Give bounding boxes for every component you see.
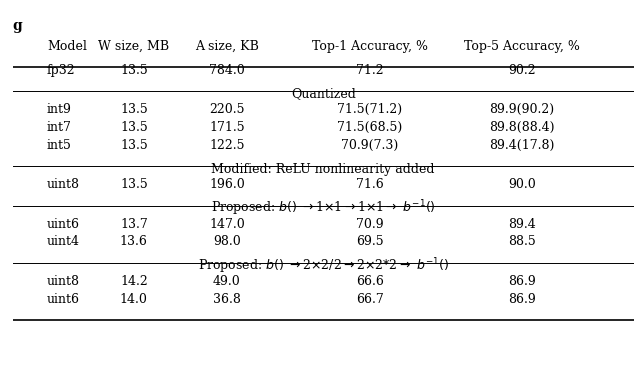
Text: uint4: uint4 <box>47 236 80 248</box>
Text: 71.2: 71.2 <box>356 64 383 77</box>
Text: 98.0: 98.0 <box>213 236 241 248</box>
Text: 13.7: 13.7 <box>120 217 148 231</box>
Text: 70.9(7.3): 70.9(7.3) <box>341 139 398 152</box>
Text: W size, MB: W size, MB <box>99 40 170 53</box>
Text: uint6: uint6 <box>47 293 80 306</box>
Text: 171.5: 171.5 <box>209 121 244 134</box>
Text: uint8: uint8 <box>47 178 80 191</box>
Text: int9: int9 <box>47 103 72 116</box>
Text: 90.2: 90.2 <box>508 64 536 77</box>
Text: 196.0: 196.0 <box>209 178 245 191</box>
Text: 784.0: 784.0 <box>209 64 245 77</box>
Text: 71.5(68.5): 71.5(68.5) <box>337 121 403 134</box>
Text: 88.5: 88.5 <box>508 236 536 248</box>
Text: 14.2: 14.2 <box>120 275 148 288</box>
Text: Top-1 Accuracy, %: Top-1 Accuracy, % <box>312 40 428 53</box>
Text: 86.9: 86.9 <box>508 275 536 288</box>
Text: 14.0: 14.0 <box>120 293 148 306</box>
Text: Top-5 Accuracy, %: Top-5 Accuracy, % <box>464 40 580 53</box>
Text: Proposed: $b()$ $\rightarrow$1$\times$1$\rightarrow$1$\times$1$\rightarrow$ $b^{: Proposed: $b()$ $\rightarrow$1$\times$1$… <box>211 199 436 218</box>
Text: 89.9(90.2): 89.9(90.2) <box>490 103 554 116</box>
Text: 147.0: 147.0 <box>209 217 245 231</box>
Text: 13.5: 13.5 <box>120 121 148 134</box>
Text: 49.0: 49.0 <box>213 275 241 288</box>
Text: int5: int5 <box>47 139 72 152</box>
Text: uint8: uint8 <box>47 275 80 288</box>
Text: 89.4: 89.4 <box>508 217 536 231</box>
Text: 70.9: 70.9 <box>356 217 383 231</box>
Text: 71.5(71.2): 71.5(71.2) <box>337 103 403 116</box>
Text: 71.6: 71.6 <box>356 178 383 191</box>
Text: 89.8(88.4): 89.8(88.4) <box>489 121 555 134</box>
Text: 122.5: 122.5 <box>209 139 244 152</box>
Text: uint6: uint6 <box>47 217 80 231</box>
Text: Modified: ReLU nonlinearity added: Modified: ReLU nonlinearity added <box>211 163 435 176</box>
Text: 90.0: 90.0 <box>508 178 536 191</box>
Text: 13.5: 13.5 <box>120 178 148 191</box>
Text: 220.5: 220.5 <box>209 103 244 116</box>
Text: 66.6: 66.6 <box>356 275 384 288</box>
Text: 13.6: 13.6 <box>120 236 148 248</box>
Text: 86.9: 86.9 <box>508 293 536 306</box>
Text: 89.4(17.8): 89.4(17.8) <box>489 139 554 152</box>
Text: A size, KB: A size, KB <box>195 40 259 53</box>
Text: int7: int7 <box>47 121 72 134</box>
Text: 13.5: 13.5 <box>120 139 148 152</box>
Text: 66.7: 66.7 <box>356 293 383 306</box>
Text: 36.8: 36.8 <box>213 293 241 306</box>
Text: 69.5: 69.5 <box>356 236 383 248</box>
Text: 13.5: 13.5 <box>120 64 148 77</box>
Text: Proposed: $b()$ $\rightarrow$2$\times$2/2$\rightarrow$2$\times$2*2$\rightarrow$ : Proposed: $b()$ $\rightarrow$2$\times$2/… <box>198 256 449 276</box>
Text: 13.5: 13.5 <box>120 103 148 116</box>
Text: fp32: fp32 <box>47 64 76 77</box>
Text: Quantized: Quantized <box>291 87 356 101</box>
Text: g: g <box>13 19 22 33</box>
Text: Model: Model <box>47 40 87 53</box>
